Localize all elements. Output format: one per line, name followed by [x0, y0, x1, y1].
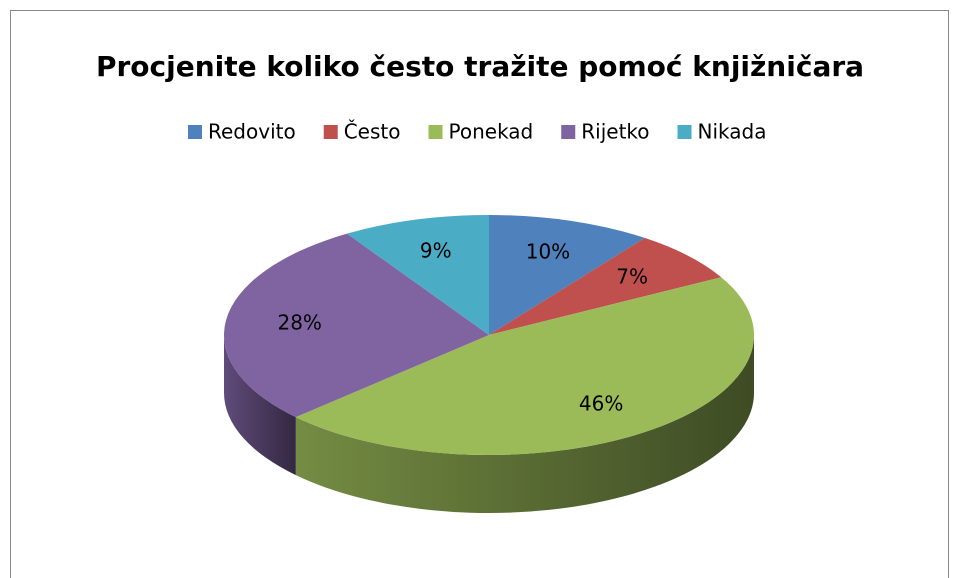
chart-title: Procjenite koliko često tražite pomoć kn… — [96, 50, 864, 83]
legend-swatch — [677, 125, 692, 139]
data-label: 9% — [420, 239, 452, 263]
pie-slice — [347, 215, 489, 335]
pie-slice — [295, 277, 755, 456]
legend-label: Redovito — [208, 120, 296, 144]
legend-swatch — [188, 125, 202, 139]
legend-swatch — [428, 125, 443, 139]
pie-slice — [223, 233, 489, 418]
pie-slice — [489, 215, 645, 335]
pie-slice — [489, 237, 722, 335]
data-label: 46% — [579, 391, 623, 415]
data-label: 7% — [616, 264, 648, 288]
legend-label: Često — [344, 120, 401, 144]
pie-slice-side — [224, 335, 296, 476]
legend-swatch — [561, 125, 576, 139]
legend-label: Nikada — [698, 120, 767, 144]
data-label: 10% — [526, 239, 570, 263]
data-label: 28% — [277, 311, 321, 335]
legend-label: Rijetko — [581, 120, 649, 144]
pie-slice-side — [295, 335, 754, 514]
legend-label: Ponekad — [449, 120, 534, 144]
legend-swatch — [323, 125, 338, 139]
